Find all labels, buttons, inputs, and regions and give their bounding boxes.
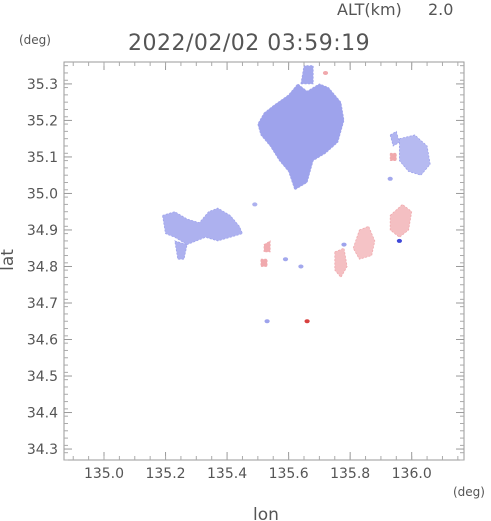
y-tick-label: 35.0 [27, 186, 58, 202]
echo-region-north-cap [300, 65, 314, 85]
echo-region-west-cluster [162, 207, 244, 246]
echo-region-north-cluster [257, 83, 345, 191]
timestamp: 2022/02/02 03:59:19 [128, 31, 370, 56]
echo-layer [162, 65, 431, 324]
echo-point-6 [252, 202, 258, 207]
axis-layer: 135.0 135.2 135.4 135.6 135.8 136.0 34.3 34.4 34… [27, 62, 464, 482]
plot-frame [63, 61, 465, 461]
echo-region-south-cell-a [352, 225, 376, 260]
echo-point-3 [322, 71, 329, 75]
echo-region-west-tail [174, 240, 188, 260]
echo-region-north-east-speck [389, 152, 397, 162]
y-tick-label: 34.5 [27, 369, 58, 385]
echo-region-south-east-cell [389, 203, 413, 238]
x-tick-label: 135.2 [145, 466, 185, 482]
x-tick-label: 135.0 [84, 466, 124, 482]
echo-region-mid-speck-a [263, 240, 271, 253]
y-tick-label: 34.6 [27, 333, 58, 349]
altitude-label: ALT(km) [337, 0, 402, 19]
y-tick-label: 35.3 [27, 77, 58, 93]
y-tick-label: 35.2 [27, 113, 58, 129]
echo-point-0 [396, 238, 402, 243]
echo-point-1 [304, 319, 310, 324]
y-tick-label: 34.7 [27, 296, 58, 312]
echo-point-7 [387, 176, 393, 181]
echo-region-mid-speck-b [260, 258, 268, 267]
echo-point-2 [264, 319, 270, 324]
echo-point-8 [341, 242, 347, 247]
y-tick-label: 34.8 [27, 259, 58, 275]
y-tick-label: 35.1 [27, 150, 58, 166]
x-axis-title: lon [253, 505, 279, 521]
x-tick-label: 135.8 [330, 466, 370, 482]
y-tick-label: 34.4 [27, 406, 58, 422]
altitude-value: 2.0 [428, 0, 453, 19]
x-unit-label: (deg) [453, 485, 485, 499]
echo-region-east-speck [389, 130, 400, 147]
x-tick-label: 136.0 [392, 466, 432, 482]
y-tick-label: 34.9 [27, 223, 58, 239]
x-tick-label: 135.6 [269, 466, 309, 482]
echo-region-east-cluster [398, 134, 431, 176]
y-tick-label: 34.3 [27, 442, 58, 458]
echo-region-south-cell-b [334, 247, 348, 279]
y-axis-title: lat [0, 249, 18, 271]
y-unit-label: (deg) [19, 33, 51, 47]
x-tick-label: 135.4 [207, 466, 247, 482]
echo-point-4 [298, 264, 304, 269]
echo-point-5 [282, 257, 289, 262]
